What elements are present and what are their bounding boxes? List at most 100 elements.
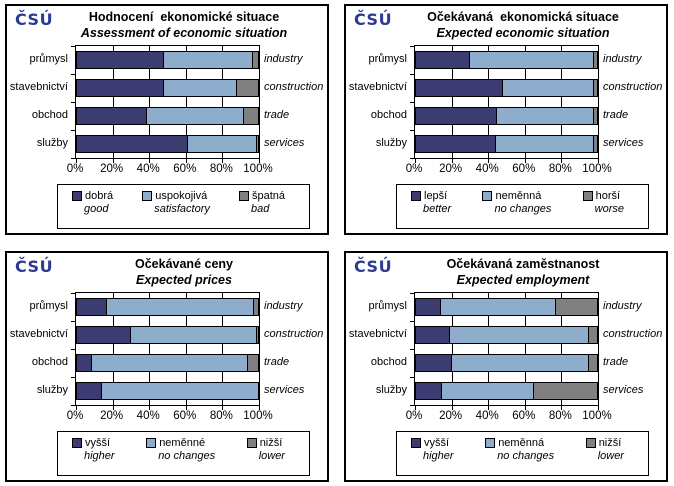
stacked-bar	[76, 135, 259, 153]
legend-label-czech-text: nižší	[598, 437, 622, 449]
category-label-en: trade	[603, 356, 629, 368]
x-axis-labels: 0% 20% 40% 60% 80% 100%	[67, 410, 273, 424]
category-label: obchod	[370, 109, 407, 121]
category-label: služby	[36, 137, 68, 149]
bar-row	[415, 130, 598, 158]
legend-box: vyšší higher neměnná no changes nižší lower	[396, 431, 649, 476]
legend-color-swatch	[585, 438, 596, 448]
category-label: průmysl	[368, 300, 407, 312]
x-axis-tick	[112, 405, 114, 410]
legend-item: lepší better	[411, 190, 451, 228]
legend-item: nižší lower	[585, 437, 624, 475]
x-axis-tick	[259, 405, 260, 410]
bar-segment-no-changes	[92, 354, 249, 372]
legend-label-czech: vyšší	[72, 437, 115, 449]
legend-item: špatná bad	[238, 190, 285, 228]
category-labels-en: industry construction trade services	[264, 292, 326, 404]
x-axis-tick	[561, 158, 563, 163]
legend-label-english: worse	[594, 203, 624, 215]
bar-segment-good	[76, 107, 148, 125]
stacked-bar	[415, 326, 598, 344]
legend-label-czech-text: vyšší	[85, 437, 111, 449]
panel-expected-economic-situation: ČSÚ Očekávaná ekonomická situace Expecte…	[344, 4, 668, 235]
x-axis-labels: 0% 20% 40% 60% 80% 100%	[406, 410, 612, 424]
bar-segment-worse	[594, 79, 598, 97]
bar-segment-no-changes	[495, 135, 595, 153]
category-labels: průmysl stavebnictví obchod služby	[346, 45, 410, 157]
legend-label-english: no changes	[158, 450, 216, 462]
chart-title-czech: Očekávané ceny	[135, 257, 233, 271]
bar-segment-satisfactory	[147, 107, 245, 125]
stacked-bar	[415, 135, 598, 153]
bar-row	[415, 321, 598, 349]
legend-box: dobrá good uspokojivá satisfactory špatná bad	[57, 184, 310, 229]
y-axis-tick	[410, 74, 415, 75]
x-axis-tick	[185, 405, 187, 410]
category-label: služby	[36, 384, 68, 396]
bar-row	[415, 293, 598, 321]
bar-segment-higher	[76, 354, 93, 372]
legend-label-czech-text: dobrá	[85, 190, 114, 202]
legend-color-swatch	[411, 191, 421, 201]
x-axis-tick	[561, 405, 563, 410]
x-axis-tick-label: 60%	[512, 410, 536, 422]
stacked-bar	[415, 107, 598, 125]
bar-segment-lower	[588, 326, 598, 344]
y-axis-tick	[410, 130, 415, 131]
category-labels: průmysl stavebnictví obchod služby	[7, 45, 71, 157]
legend-label-czech: vyšší	[411, 437, 454, 449]
y-axis-tick	[410, 158, 415, 159]
bar-segment-higher	[415, 326, 450, 344]
legend-label-english: lower	[258, 450, 285, 462]
category-label-en: industry	[264, 300, 303, 312]
legend-item: neměnná no changes	[482, 190, 551, 228]
x-axis-tick	[112, 158, 114, 163]
bar-segment-higher	[415, 382, 443, 400]
chart-title-english: Assessment of economic situation	[80, 26, 288, 40]
stacked-bar	[76, 354, 259, 372]
legend-box: lepší better neměnná no changes horší worse	[396, 184, 649, 229]
csu-logo: ČSÚ	[15, 257, 54, 276]
category-label: průmysl	[29, 53, 68, 65]
x-axis-tick-label: 0%	[66, 163, 84, 175]
category-label: stavebnictví	[9, 81, 68, 93]
bar-segment-bad	[253, 51, 259, 69]
legend-label-english: lower	[597, 450, 624, 462]
x-axis-tick	[149, 405, 151, 410]
bar-segment-bad	[244, 107, 259, 125]
stacked-bar	[76, 382, 259, 400]
legend-color-swatch	[411, 438, 421, 448]
category-label-en: services	[603, 137, 644, 149]
x-axis-labels: 0% 20% 40% 60% 80% 100%	[67, 163, 273, 177]
y-axis-tick	[71, 293, 76, 294]
legend-label-czech: neměnné	[146, 437, 215, 449]
x-axis-tick	[222, 405, 224, 410]
legend-label-czech-text: špatná	[251, 190, 285, 202]
legend-item: nižší lower	[246, 437, 285, 475]
x-axis-tick-label: 60%	[512, 163, 536, 175]
legend-label-czech: uspokojivá	[142, 190, 210, 202]
y-axis-tick	[410, 321, 415, 322]
category-label-en: trade	[603, 109, 629, 121]
x-axis-tick-label: 100%	[582, 163, 612, 175]
bar-segment-no-changes	[502, 79, 595, 97]
x-axis-tick-label: 60%	[173, 163, 197, 175]
stacked-bar	[76, 51, 259, 69]
y-axis-tick	[410, 377, 415, 378]
bar-row	[415, 349, 598, 377]
legend-color-swatch	[485, 438, 496, 448]
legend-label-english: good	[84, 203, 109, 215]
gridline	[222, 293, 224, 405]
bar-segment-no-changes	[451, 354, 589, 372]
y-axis-tick	[71, 46, 76, 47]
x-axis-tick-label: 60%	[173, 410, 197, 422]
y-axis-tick	[71, 377, 76, 378]
plot-area	[71, 45, 260, 163]
category-labels-en: industry construction trade services	[603, 292, 665, 404]
panel-expected-prices: ČSÚ Očekávané ceny Expected prices průmy…	[5, 251, 329, 482]
y-axis-tick	[71, 74, 76, 75]
chart-title-czech: Očekávaná ekonomická situace	[427, 10, 619, 24]
category-label: služby	[375, 384, 407, 396]
category-labels: průmysl stavebnictví obchod služby	[7, 292, 71, 404]
legend-color-swatch	[72, 191, 82, 201]
